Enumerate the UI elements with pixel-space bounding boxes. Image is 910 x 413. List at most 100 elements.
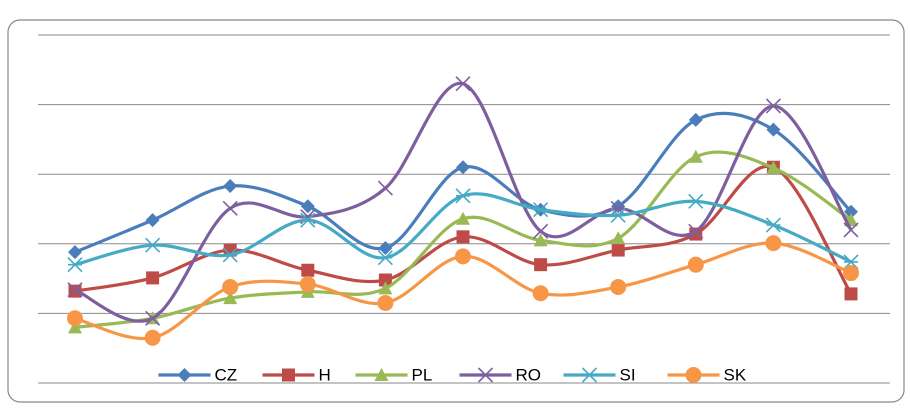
marker bbox=[67, 257, 83, 273]
chart-frame bbox=[7, 19, 905, 403]
marker-shape bbox=[765, 217, 781, 233]
marker bbox=[222, 278, 239, 295]
marker-shape bbox=[688, 223, 704, 239]
marker bbox=[766, 122, 781, 137]
marker-shape bbox=[67, 310, 83, 327]
marker bbox=[299, 276, 316, 293]
marker-shape bbox=[177, 368, 192, 382]
series-line bbox=[74, 82, 853, 323]
marker bbox=[534, 258, 548, 272]
marker-shape bbox=[688, 112, 703, 127]
marker bbox=[765, 217, 781, 233]
marker bbox=[300, 212, 316, 228]
marker-shape bbox=[765, 235, 782, 252]
marker bbox=[688, 149, 703, 163]
marker bbox=[177, 368, 192, 382]
marker-shape bbox=[477, 367, 494, 383]
legend-label: RO bbox=[516, 365, 542, 384]
marker bbox=[146, 271, 160, 285]
marker-shape bbox=[843, 222, 859, 238]
marker-shape bbox=[533, 223, 549, 239]
marker bbox=[455, 188, 471, 204]
marker-shape bbox=[222, 278, 239, 295]
marker-shape bbox=[300, 212, 316, 228]
marker bbox=[765, 98, 781, 114]
marker bbox=[377, 294, 394, 311]
marker bbox=[223, 179, 238, 194]
marker bbox=[301, 263, 315, 277]
marker-shape bbox=[68, 245, 82, 260]
legend-label: H bbox=[319, 365, 331, 384]
marker-shape bbox=[378, 281, 393, 295]
marker bbox=[68, 320, 82, 334]
marker-shape bbox=[301, 263, 315, 277]
marker-shape bbox=[222, 247, 238, 263]
marker-shape bbox=[146, 271, 160, 285]
marker-shape bbox=[223, 179, 238, 194]
marker bbox=[377, 180, 393, 196]
marker-shape bbox=[299, 276, 316, 293]
marker bbox=[377, 250, 393, 266]
marker-shape bbox=[532, 285, 549, 302]
marker bbox=[67, 282, 83, 298]
marker-shape bbox=[844, 204, 858, 219]
marker-shape bbox=[610, 207, 626, 223]
marker-shape bbox=[145, 237, 161, 253]
marker-shape bbox=[374, 368, 389, 381]
marker bbox=[610, 207, 626, 223]
marker bbox=[533, 223, 549, 239]
marker bbox=[378, 273, 392, 287]
marker-shape bbox=[144, 329, 161, 346]
marker-shape bbox=[610, 200, 626, 216]
marker-shape bbox=[145, 213, 160, 228]
marker-shape bbox=[581, 367, 598, 383]
marker bbox=[532, 285, 549, 302]
marker bbox=[687, 256, 704, 273]
legend-label: CZ bbox=[215, 365, 238, 384]
marker-shape bbox=[377, 294, 394, 311]
marker bbox=[611, 243, 625, 257]
marker-shape bbox=[455, 76, 471, 92]
marker-shape bbox=[300, 199, 315, 214]
marker-shape bbox=[223, 291, 238, 305]
marker bbox=[455, 76, 471, 92]
marker-shape bbox=[68, 320, 82, 334]
marker-shape bbox=[611, 231, 626, 245]
marker-shape bbox=[765, 98, 781, 114]
marker bbox=[67, 310, 83, 327]
marker bbox=[477, 367, 494, 383]
marker-shape bbox=[67, 282, 83, 298]
marker-shape bbox=[378, 240, 393, 255]
marker-shape bbox=[688, 193, 704, 209]
series-line bbox=[74, 150, 852, 329]
marker bbox=[222, 247, 238, 263]
marker bbox=[766, 160, 781, 174]
marker bbox=[610, 200, 626, 216]
marker bbox=[844, 204, 858, 219]
marker bbox=[378, 281, 393, 295]
marker-shape bbox=[378, 273, 392, 287]
marker bbox=[688, 223, 704, 239]
marker-shape bbox=[455, 248, 471, 265]
marker bbox=[455, 248, 471, 265]
marker bbox=[688, 193, 704, 209]
marker bbox=[300, 199, 315, 214]
marker-shape bbox=[533, 202, 549, 218]
marker bbox=[765, 235, 782, 252]
marker bbox=[223, 291, 238, 305]
marker bbox=[456, 230, 470, 244]
marker bbox=[688, 112, 703, 127]
marker bbox=[533, 233, 548, 247]
marker-shape bbox=[610, 278, 627, 295]
marker bbox=[378, 240, 393, 255]
marker-shape bbox=[534, 258, 548, 272]
marker bbox=[222, 200, 238, 216]
legend-label: PL bbox=[412, 365, 433, 384]
marker bbox=[533, 202, 549, 218]
marker-shape bbox=[377, 180, 393, 196]
marker bbox=[689, 227, 703, 241]
marker bbox=[843, 222, 859, 238]
marker bbox=[145, 237, 161, 253]
